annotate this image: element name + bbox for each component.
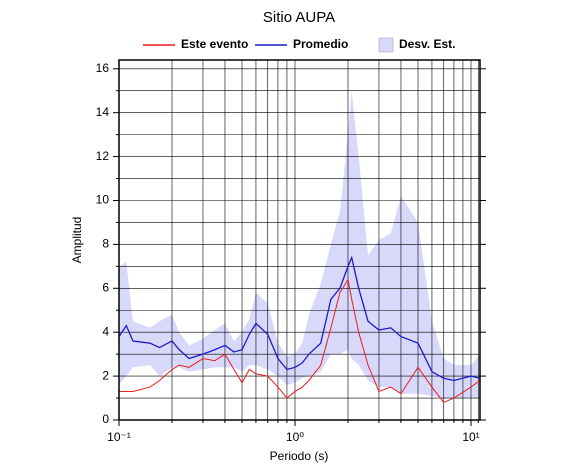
legend-label: Este evento [181, 37, 248, 51]
x-axis-label: Periodo (s) [270, 449, 329, 463]
y-tick-label: 4 [102, 324, 109, 338]
y-tick-label: 12 [96, 149, 110, 163]
x-tick-label: 10⁰ [286, 430, 304, 444]
y-tick-label: 6 [102, 280, 109, 294]
x-tick-label: 10¹ [462, 430, 479, 444]
series-line [118, 255, 481, 382]
chart-title: Sitio AUPA [263, 9, 335, 26]
x-tick-label: 10⁻¹ [107, 430, 131, 444]
plot-frame [118, 59, 481, 421]
std-band [119, 90, 480, 399]
y-tick-label: 16 [96, 61, 110, 75]
y-tick-label: 2 [102, 368, 109, 382]
y-tick-label: 0 [102, 412, 109, 426]
legend-label: Desv. Est. [399, 37, 455, 51]
legend-swatch [378, 37, 394, 53]
y-tick-label: 10 [96, 193, 110, 207]
y-tick-label: 8 [102, 237, 109, 251]
legend-label: Promedio [293, 37, 348, 51]
y-tick-label: 14 [96, 105, 110, 119]
y-axis-label: Amplitud [70, 217, 84, 264]
series-line [119, 278, 481, 404]
legend: Este evento Promedio Desv. Est. [143, 37, 455, 53]
